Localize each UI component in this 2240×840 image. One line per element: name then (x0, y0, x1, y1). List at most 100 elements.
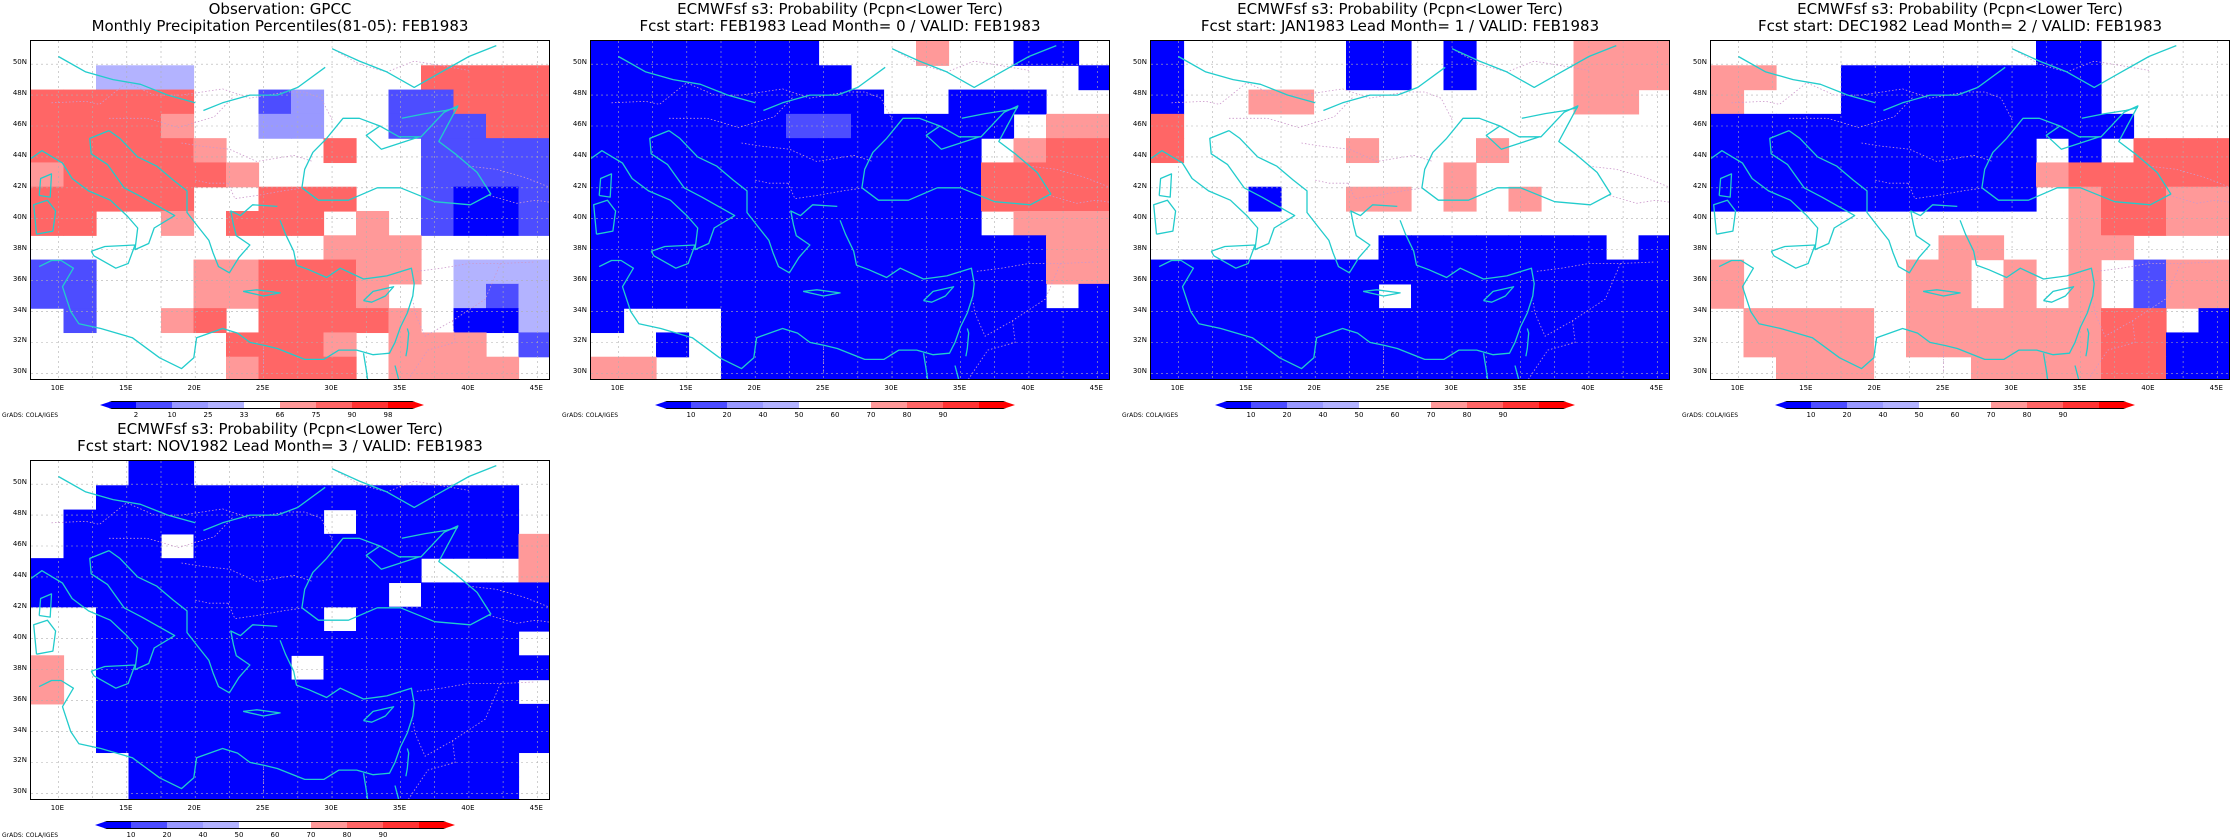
grid-cell (2036, 89, 2070, 115)
grid-cell (818, 113, 852, 139)
grid-cell (2101, 235, 2135, 261)
lat-label: 40N (12, 212, 27, 221)
colorbar-tick-label: 20 (1842, 411, 1852, 419)
colorbar-tick-label: 60 (1390, 411, 1400, 419)
grid-cell (356, 728, 390, 754)
colorbar-swatch (1775, 401, 1811, 409)
colorbar-tick-label: 50 (234, 831, 244, 839)
grid-cell (916, 308, 950, 334)
coastline (891, 44, 1057, 89)
grid-cell (2166, 162, 2200, 188)
grid-cell (356, 655, 390, 681)
coastline (405, 328, 410, 357)
country-border (2088, 320, 2136, 379)
grid-cell (291, 356, 325, 379)
grid-cell (2068, 89, 2102, 115)
coastline (2085, 328, 2090, 357)
lat-label: 42N (12, 181, 27, 190)
lon-label: 20E (1307, 384, 1321, 392)
grid-cell (291, 776, 325, 799)
colorbar-swatch (1919, 401, 1955, 409)
grid-cell (128, 89, 162, 115)
grid-cell (786, 65, 820, 91)
grid-cell (851, 162, 885, 188)
grid-cell (486, 186, 520, 212)
grid-cell (388, 308, 422, 334)
grid-cell (1281, 356, 1315, 379)
coastline (33, 199, 57, 235)
coastline (1738, 55, 1876, 104)
grid-cell (1541, 235, 1575, 261)
grid-cell (818, 65, 852, 91)
colorbar-swatch (275, 821, 311, 829)
grid-cell (486, 509, 520, 535)
grid-cell (161, 703, 195, 729)
grid-cell (63, 308, 97, 334)
lat-label: 38N (12, 243, 27, 252)
grid-cell (1841, 113, 1875, 139)
colorbar-tick-label: 40 (198, 831, 208, 839)
grid-cell (623, 113, 657, 139)
lat-label: 50N (1132, 58, 1147, 67)
grads-credit: GrADS: COLA/IGES (2, 412, 59, 419)
panel-subtitle: Fcst start: JAN1983 Lead Month= 1 / VALI… (1200, 17, 1600, 35)
coastline (1482, 353, 1489, 379)
country-border (2011, 48, 2149, 73)
grid-cell (1216, 356, 1250, 379)
grid-cell (1971, 332, 2005, 358)
grid-cell (818, 308, 852, 334)
grid-cell (291, 752, 325, 778)
grid-cell (721, 308, 755, 334)
grid-cell (1573, 65, 1607, 91)
grid-cell (1873, 65, 1907, 91)
lon-label: 45E (529, 384, 543, 392)
lat-label: 50N (12, 58, 27, 67)
grid-cell (656, 162, 690, 188)
grid-cell (1013, 138, 1047, 164)
grid-cell (291, 89, 325, 115)
grid-cell (128, 752, 162, 778)
country-border (489, 195, 549, 204)
grid-cell (1938, 65, 1972, 91)
colorbar-tick-label: 70 (1986, 411, 1996, 419)
map-area (30, 460, 550, 800)
grid-cell (591, 41, 625, 66)
grid-cell (981, 332, 1015, 358)
grid-cell (518, 606, 549, 632)
lat-label: 48N (572, 89, 587, 98)
grid-cell (96, 65, 130, 91)
grid-cell (63, 113, 97, 139)
coastline (1362, 289, 1401, 297)
coastline (38, 220, 415, 370)
grid-cell (226, 356, 260, 379)
grid-cell (623, 41, 657, 66)
grid-cell (226, 776, 260, 799)
grid-cell (1248, 308, 1282, 334)
grid-cell (1606, 65, 1640, 91)
country-border (972, 263, 1061, 337)
grid-cell (623, 138, 657, 164)
grid-cell (486, 655, 520, 681)
grid-cell (258, 631, 292, 656)
coastline (363, 706, 395, 723)
grid-cell (1443, 162, 1477, 188)
country-border (1731, 82, 1966, 105)
grid-cell (786, 89, 820, 115)
grid-cell (1046, 186, 1080, 212)
lat-label: 36N (12, 274, 27, 283)
coastline (1788, 130, 1958, 274)
lon-label: 35E (392, 384, 407, 392)
lat-label: 40N (12, 632, 27, 641)
lon-label: 15E (1799, 384, 1813, 392)
lon-label: 40E (461, 804, 475, 812)
coastline (1153, 199, 1177, 235)
grid-cell (161, 186, 195, 212)
grid-cell (258, 558, 292, 584)
grid-cell (2166, 211, 2200, 236)
coastline (1514, 365, 1520, 379)
grid-cell (2003, 65, 2037, 91)
grid-cell (2068, 283, 2102, 309)
grid-cell (518, 533, 549, 559)
grid-cell (226, 485, 260, 511)
grid-cell (96, 606, 130, 632)
